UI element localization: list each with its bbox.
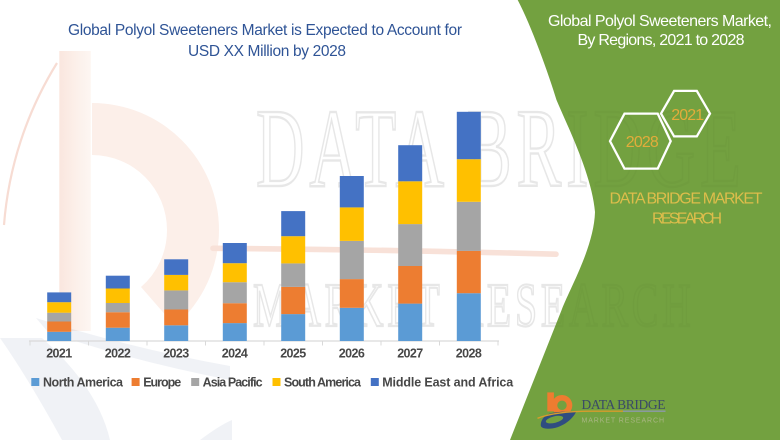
- svg-text:2023: 2023: [163, 347, 189, 361]
- svg-text:2027: 2027: [397, 347, 423, 361]
- svg-text:2022: 2022: [105, 347, 131, 361]
- svg-text:DATA BRIDGE MARKET: DATA BRIDGE MARKET: [610, 191, 763, 208]
- svg-text:2021: 2021: [671, 107, 704, 124]
- svg-text:Global Polyol Sweeteners Marke: Global Polyol Sweeteners Market is Expec…: [68, 22, 462, 39]
- svg-text:Global Polyol Sweeteners Marke: Global Polyol Sweeteners Market,: [548, 13, 772, 30]
- svg-text:Middle East and Africa: Middle East and Africa: [382, 376, 514, 390]
- svg-text:South America: South America: [284, 376, 362, 390]
- svg-text:2028: 2028: [626, 134, 659, 151]
- svg-text:USD XX Million by 2028: USD XX Million by 2028: [188, 43, 346, 60]
- svg-text:RESEARCH: RESEARCH: [652, 211, 722, 228]
- svg-text:Asia Pacific: Asia Pacific: [203, 376, 263, 390]
- svg-text:2025: 2025: [280, 347, 306, 361]
- svg-text:MARKET RESEARCH: MARKET RESEARCH: [582, 418, 666, 425]
- svg-text:DATA BRIDGE: DATA BRIDGE: [582, 397, 666, 412]
- svg-text:By Regions, 2021 to 2028: By Regions, 2021 to 2028: [578, 32, 745, 49]
- svg-text:2028: 2028: [456, 347, 482, 361]
- svg-text:2024: 2024: [222, 347, 248, 361]
- svg-text:2026: 2026: [339, 347, 365, 361]
- svg-text:2021: 2021: [46, 347, 72, 361]
- svg-text:Europe: Europe: [143, 376, 181, 390]
- svg-text:North America: North America: [43, 376, 124, 390]
